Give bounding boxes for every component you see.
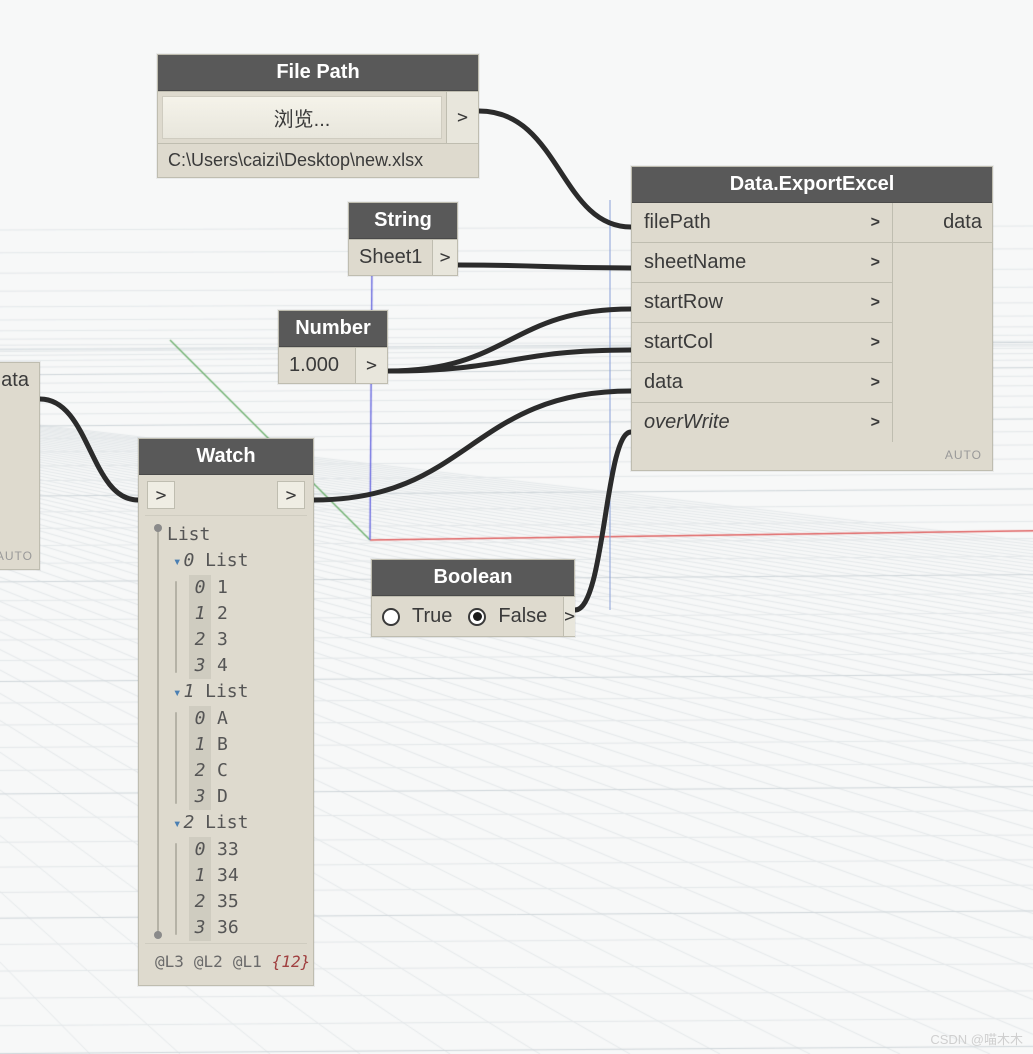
export-input-label: data: [644, 371, 683, 394]
list-item: 12: [189, 601, 303, 627]
watch-footer: @L3@L2@L1{12}: [145, 943, 307, 979]
browse-button[interactable]: 浏览...: [162, 96, 442, 139]
string-header[interactable]: String: [349, 203, 457, 239]
export-input-data[interactable]: data >: [632, 363, 892, 403]
watch-input-port[interactable]: >: [147, 481, 175, 509]
export-input-overWrite[interactable]: overWrite >: [632, 403, 892, 442]
chevron-right-icon: >: [871, 254, 880, 272]
level-label: @L2: [194, 952, 223, 971]
list-item: 34: [189, 653, 303, 679]
radio-false[interactable]: [468, 608, 486, 626]
filepath-node[interactable]: File Path 浏览... > C:\Users\caizi\Desktop…: [157, 54, 479, 178]
boolean-radio-group[interactable]: True False: [372, 597, 563, 636]
list-item: 23: [189, 627, 303, 653]
chevron-right-icon: >: [871, 214, 880, 232]
radio-true[interactable]: [382, 608, 400, 626]
filepath-header[interactable]: File Path: [158, 55, 478, 91]
left-partial-node: data AUTO: [0, 362, 40, 570]
boolean-node[interactable]: Boolean True False >: [371, 559, 575, 637]
export-input-startRow[interactable]: startRow >: [632, 283, 892, 323]
string-output-port[interactable]: >: [432, 240, 457, 275]
list-item: 033: [189, 837, 303, 863]
export-input-label: sheetName: [644, 251, 746, 274]
export-input-sheetName[interactable]: sheetName >: [632, 243, 892, 283]
list-item: 1B: [189, 732, 303, 758]
left-stub-output-label: data: [0, 363, 39, 398]
list-item: 235: [189, 889, 303, 915]
string-value[interactable]: Sheet1: [349, 240, 432, 275]
list-item: 134: [189, 863, 303, 889]
number-header[interactable]: Number: [279, 311, 387, 347]
list-item: 01: [189, 575, 303, 601]
list-item: 3D: [189, 784, 303, 810]
export-output-label[interactable]: data: [893, 203, 992, 243]
boolean-header[interactable]: Boolean: [372, 560, 574, 596]
radio-true-label[interactable]: True: [412, 605, 452, 628]
export-input-startCol[interactable]: startCol >: [632, 323, 892, 363]
level-label: @L3: [155, 952, 184, 971]
watch-header[interactable]: Watch: [139, 439, 313, 475]
export-input-label: startRow: [644, 291, 723, 314]
export-input-label: filePath: [644, 211, 711, 234]
watch-count: {12}: [272, 952, 311, 971]
export-auto-badge: AUTO: [632, 442, 992, 470]
level-label: @L1: [233, 952, 262, 971]
filepath-value: C:\Users\caizi\Desktop\new.xlsx: [158, 143, 478, 177]
list-item: 2C: [189, 758, 303, 784]
chevron-right-icon: >: [871, 294, 880, 312]
watch-node[interactable]: Watch > > List▾0 List01122334▾1 List0A1B…: [138, 438, 314, 986]
export-header[interactable]: Data.ExportExcel: [632, 167, 992, 203]
radio-false-label[interactable]: False: [498, 605, 547, 628]
export-input-label: overWrite: [644, 411, 730, 434]
chevron-right-icon: >: [871, 414, 880, 432]
watch-output-port[interactable]: >: [277, 481, 305, 509]
boolean-output-port[interactable]: >: [563, 597, 575, 636]
watermark: CSDN @喵木木: [930, 1029, 1023, 1048]
number-node[interactable]: Number 1.000 >: [278, 310, 388, 384]
export-input-label: startCol: [644, 331, 713, 354]
chevron-right-icon: >: [871, 334, 880, 352]
string-node[interactable]: String Sheet1 >: [348, 202, 458, 276]
list-item: 0A: [189, 706, 303, 732]
export-excel-node[interactable]: Data.ExportExcel filePath>sheetName>star…: [631, 166, 993, 471]
filepath-output-port[interactable]: >: [446, 92, 478, 143]
watch-list: List▾0 List01122334▾1 List0A1B2C3D▾2 Lis…: [145, 515, 307, 943]
number-value[interactable]: 1.000: [279, 348, 355, 383]
auto-badge: AUTO: [0, 549, 33, 563]
number-output-port[interactable]: >: [355, 348, 387, 383]
chevron-right-icon: >: [871, 374, 880, 392]
list-item: 336: [189, 915, 303, 941]
export-input-filePath[interactable]: filePath >: [632, 203, 892, 243]
export-inputs: filePath>sheetName>startRow>startCol>dat…: [632, 203, 892, 442]
